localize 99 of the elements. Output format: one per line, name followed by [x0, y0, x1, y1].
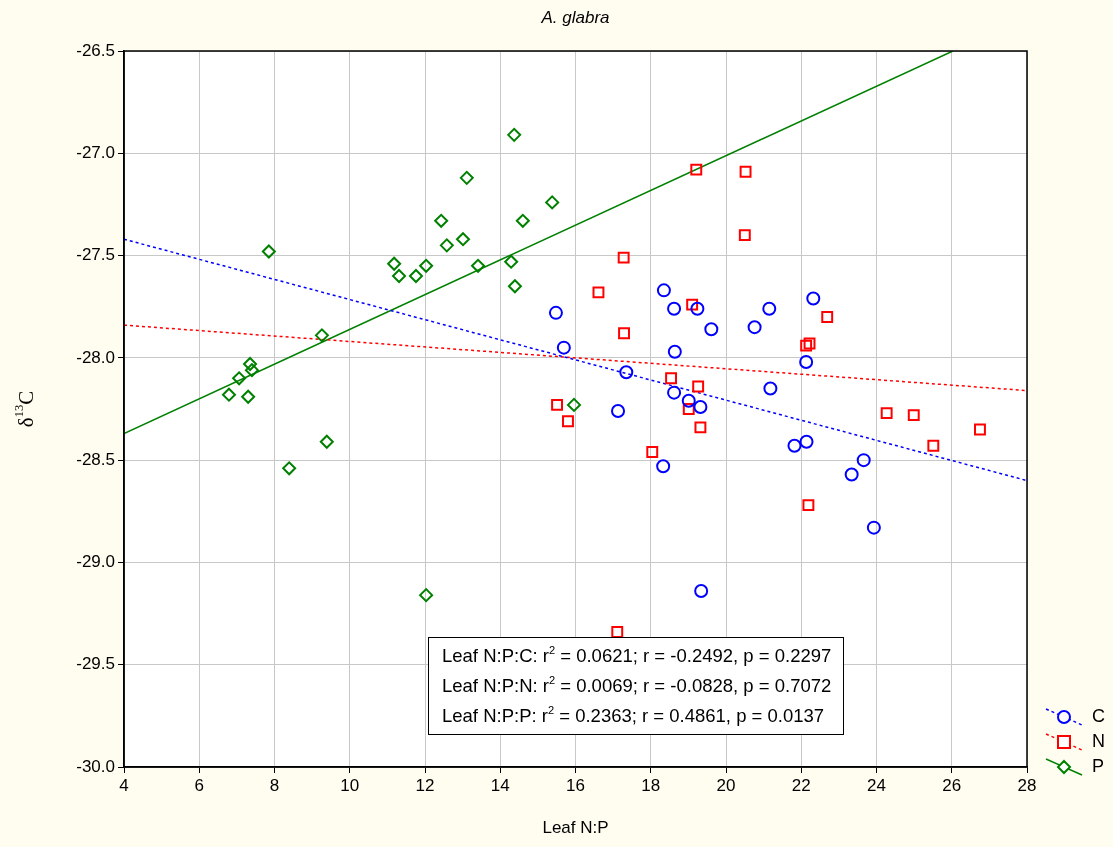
- point: [261, 244, 276, 259]
- point: [567, 397, 581, 412]
- point: [667, 301, 682, 316]
- point: [504, 254, 519, 269]
- point: [747, 320, 762, 335]
- point: [611, 626, 624, 638]
- point: [241, 389, 256, 404]
- point: [694, 584, 709, 599]
- point: [704, 322, 719, 337]
- x-tick-label: 26: [942, 775, 962, 795]
- point: [656, 283, 671, 298]
- point: [419, 258, 434, 273]
- point: [551, 398, 564, 411]
- x-tick-label: 24: [867, 775, 886, 795]
- point: [434, 213, 449, 228]
- point: [243, 356, 258, 371]
- point: [611, 404, 626, 419]
- point: [693, 399, 708, 414]
- point: [667, 344, 682, 359]
- point: [667, 385, 682, 400]
- point: [799, 354, 814, 369]
- point: [618, 327, 630, 340]
- x-tick-label: 12: [415, 775, 435, 795]
- point: [314, 328, 329, 343]
- annotation: Leaf N:P:N: r$^{2}$ = 0.0069; r = -0.0828, p = 0.7072: [442, 672, 832, 698]
- point: [802, 499, 815, 512]
- legend-label: N: [1092, 730, 1105, 751]
- point: [387, 256, 402, 271]
- point: [787, 438, 802, 453]
- point: [690, 301, 705, 316]
- x-tick-label: 4: [119, 775, 129, 795]
- point: [682, 403, 695, 415]
- x-tick-label: 20: [716, 775, 736, 795]
- y-tick-label: -27.0: [76, 142, 115, 162]
- y-tick-label: -27.5: [76, 245, 115, 265]
- x-tick-label: 18: [641, 775, 661, 795]
- y-tick-label: -28.5: [76, 449, 115, 469]
- chart-title: A. glabra: [540, 8, 611, 28]
- x-tick-label: 22: [791, 775, 811, 795]
- point: [880, 407, 893, 420]
- point: [439, 238, 454, 253]
- point: [907, 409, 920, 422]
- point: [617, 251, 630, 264]
- point: [507, 127, 522, 142]
- y-tick-label: -29.5: [76, 654, 115, 674]
- point: [656, 459, 671, 474]
- x-tick-label: 16: [566, 775, 585, 795]
- point: [799, 434, 814, 449]
- point: [974, 423, 986, 436]
- x-tick-label: 8: [269, 775, 280, 795]
- point: [856, 453, 871, 468]
- point: [692, 380, 705, 393]
- point: [694, 421, 707, 434]
- point: [244, 363, 259, 378]
- x-tick-label: 14: [490, 775, 510, 795]
- point: [738, 229, 751, 242]
- point: [681, 393, 696, 408]
- point: [548, 305, 563, 320]
- y-tick-label: -29.0: [76, 552, 115, 572]
- point: [515, 213, 530, 228]
- point: [408, 269, 423, 284]
- point: [821, 310, 834, 323]
- point: [739, 165, 752, 178]
- point: [562, 415, 574, 428]
- legend-label: C: [1092, 705, 1105, 726]
- point: [619, 365, 634, 380]
- point: [646, 446, 659, 458]
- point: [927, 439, 940, 452]
- point: [866, 520, 881, 535]
- point: [844, 467, 859, 482]
- point: [686, 298, 699, 311]
- point: [456, 232, 470, 247]
- point: [507, 279, 522, 294]
- point: [221, 387, 236, 402]
- y-tick-label: -28.0: [76, 347, 115, 367]
- x-tick-label: 10: [340, 775, 360, 795]
- legend-label: P: [1092, 755, 1105, 776]
- point: [471, 258, 486, 273]
- point: [556, 340, 571, 355]
- point: [762, 301, 777, 316]
- point: [392, 269, 407, 284]
- point: [282, 461, 297, 476]
- point: [232, 371, 247, 386]
- point: [763, 381, 778, 396]
- y-tick-label: -26.5: [76, 40, 115, 60]
- point: [459, 170, 474, 185]
- point: [319, 434, 334, 449]
- point: [592, 286, 605, 299]
- x-tick-label: 28: [1017, 775, 1037, 795]
- y-tick-label: -30.0: [76, 756, 115, 776]
- point: [690, 163, 703, 176]
- point: [806, 291, 821, 306]
- point: [419, 588, 434, 603]
- x-axis-title: Leaf N:P: [541, 818, 610, 838]
- annotation: Leaf N:P:P: r$^{2}$ = 0.2363; r = 0.4861, p = 0.0137: [442, 702, 826, 728]
- point: [545, 195, 560, 210]
- annotation: Leaf N:P:C: r$^{2}$ = 0.0621; r = -0.2492, p = 0.2297: [442, 642, 832, 668]
- x-tick-label: 6: [194, 775, 204, 795]
- point: [665, 372, 678, 385]
